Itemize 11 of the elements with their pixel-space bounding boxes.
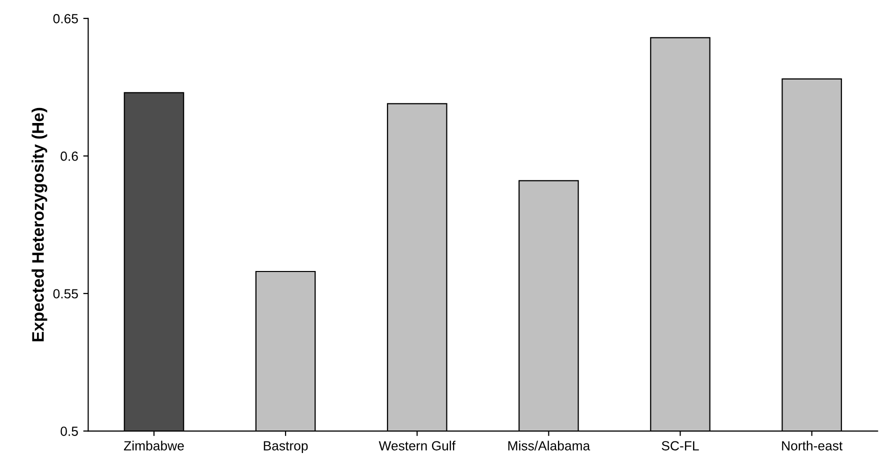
x-tick-label: Western Gulf [378,440,456,450]
y-tick-label: 0.55 [53,289,78,298]
x-tick-label: Miss/Alabama [508,440,590,450]
y-tick-label: 0.5 [60,426,78,436]
x-tick-label: North-east [782,440,843,450]
x-tick-label: SC-FL [662,441,699,450]
y-axis-title: Expected Heterozygosity (He) [32,108,48,342]
y-tick-label: 0.65 [53,14,78,24]
y-tick-label: 0.6 [60,152,78,161]
x-tick-label: Zimbabwe [124,440,184,450]
x-tick-label: Bastrop [264,441,308,454]
